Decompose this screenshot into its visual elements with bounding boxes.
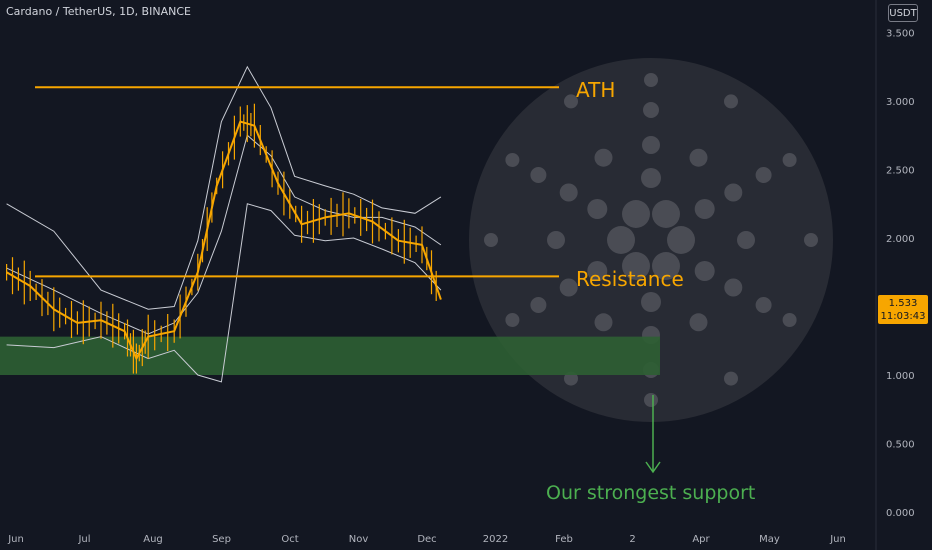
logo-dot [724,278,743,297]
logo-dot [547,231,565,249]
logo-dot [644,393,658,407]
logo-dot [689,148,708,167]
logo-dot [484,233,498,247]
last-price-value: 1.533 [888,298,918,309]
logo-dot [694,261,715,281]
time-axis-tick-label: Nov [349,534,369,545]
price-axis-tick-label: 0.000 [886,508,915,519]
support-label: Our strongest support [546,482,755,504]
price-axis-tick-label: 1.000 [886,371,915,382]
logo-dot [737,231,755,249]
candle-wicks [5,103,437,374]
logo-dot [724,183,743,202]
price-axis-tick-label: 2.500 [886,166,915,177]
time-axis-tick-label: Aug [143,534,163,545]
logo-dot [782,313,797,327]
logo-dot [641,168,661,188]
time-axis-tick-label: Jun [7,534,24,545]
logo-dot [642,136,660,154]
logo-dot [530,297,547,313]
logo-dot [564,371,578,386]
logo-dot [530,167,547,183]
last-price-tag: 1.533 11:03:43 [878,295,928,324]
logo-dot [559,183,578,202]
price-axis-tick-label: 3.500 [886,29,915,40]
logo-dot [724,94,738,109]
time-axis-tick-label: Feb [555,534,573,545]
price-axis-tick-label: 3.000 [886,97,915,108]
support-zone [0,336,660,375]
time-axis-tick-label: Sep [212,534,231,545]
logo-dot [622,200,650,228]
logo-dot [644,73,658,87]
time-axis[interactable]: Jun Jul Aug Sep Oct Nov Dec 2022 Feb 2 Apr May Jun [7,534,846,545]
logo-dot [643,102,659,118]
logo-dot [587,199,608,219]
support-arrow-head [645,461,661,474]
cardano-logo-watermark [469,58,833,422]
logo-dot [667,226,695,254]
time-axis-tick-label: May [759,534,780,545]
logo-dot [505,153,520,167]
logo-dot [607,226,635,254]
price-axis-tick-label: 0.500 [886,440,915,451]
logo-dot [755,297,772,313]
logo-dot [587,261,608,281]
logo-dot [622,252,650,280]
logo-dot [594,148,613,167]
time-axis-tick-label: Apr [692,534,710,545]
time-axis-tick-label: Oct [281,534,298,545]
logo-dot [804,233,818,247]
logo-dot [505,313,520,327]
logo-dot [689,313,708,332]
currency-unit-button[interactable]: USDT [888,4,918,22]
logo-dot [594,313,613,332]
time-axis-tick-label: 2022 [483,534,508,545]
time-axis-tick-label: Jun [829,534,846,545]
time-axis-tick-label: 2 [629,534,635,545]
logo-dot [782,153,797,167]
resistance-label: Resistance [576,267,684,291]
bar-countdown: 11:03:43 [880,311,926,322]
ath-label: ATH [576,78,615,102]
logo-dot [694,199,715,219]
logo-dot [652,200,680,228]
bollinger-lower-band [6,203,442,383]
logo-dot [559,278,578,297]
bollinger-upper-band [6,65,442,310]
time-axis-tick-label: Dec [417,534,436,545]
logo-dot [724,371,738,386]
logo-dot [564,94,578,109]
logo-dot [641,292,661,312]
symbol-title: Cardano / TetherUS, 1D, BINANCE [6,5,191,18]
logo-dot [755,167,772,183]
price-axis-tick-label: 2.000 [886,234,915,245]
logo-dot [652,252,680,280]
time-axis-tick-label: Jul [77,534,90,545]
